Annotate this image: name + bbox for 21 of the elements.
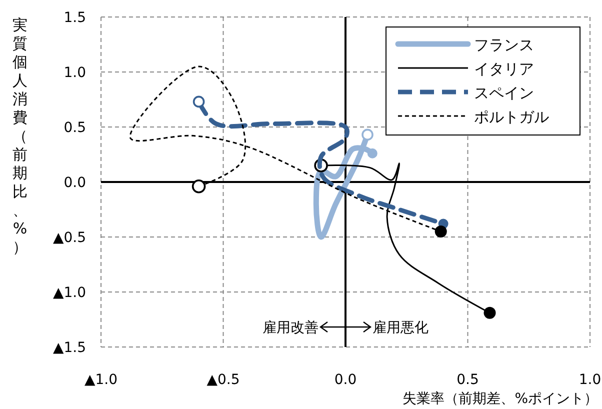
y-tick-label: ▲1.5: [52, 340, 86, 356]
y-tick-label: 0.0: [64, 175, 86, 191]
x-tick-label: 0.5: [456, 372, 479, 388]
point: [367, 148, 378, 158]
y-tick-label: 0.5: [64, 120, 86, 136]
annotation: 雇用改善: [262, 319, 318, 336]
legend-label: スペイン: [474, 84, 534, 102]
x-axis-title: 失業率（前期差、%ポイント）: [402, 391, 598, 407]
legend-label: ポルトガル: [474, 108, 549, 126]
legend-label: イタリア: [474, 60, 534, 78]
annotation: 雇用悪化: [372, 320, 428, 336]
x-tick-label: ▲1.0: [84, 372, 118, 388]
y-tick-label: 1.0: [64, 65, 86, 81]
x-tick-label: 1.0: [578, 372, 602, 388]
x-tick-label: ▲0.5: [206, 372, 240, 388]
y-tick-label: ▲0.5: [52, 230, 86, 246]
y-tick-label: ▲1.0: [52, 285, 86, 301]
legend-label: フランス: [474, 36, 534, 54]
x-tick-label: 0.0: [334, 372, 357, 388]
y-tick-label: 1.5: [64, 10, 86, 26]
text: 実質個人消費（前期比、%）: [12, 16, 28, 256]
